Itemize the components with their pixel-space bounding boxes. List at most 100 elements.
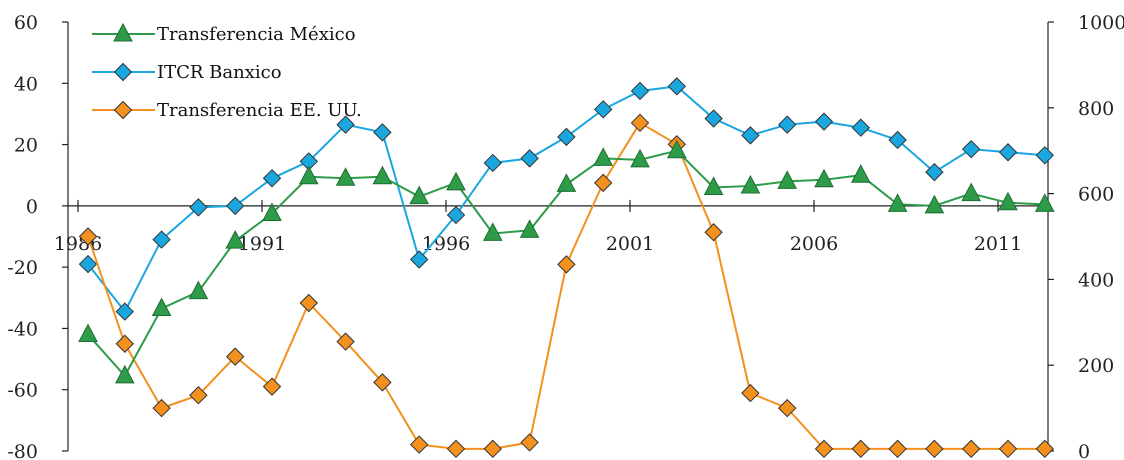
data-point [373,123,392,142]
data-point [409,185,430,205]
legend-entry: ITCR Banxico [92,62,282,83]
data-point [593,173,613,193]
data-point [666,139,687,159]
data-point [630,113,650,133]
y-left-tick-label: -20 [7,257,38,279]
data-point [741,126,760,145]
data-point [482,222,503,241]
y-left-tick-label: 0 [26,196,38,218]
data-point [998,439,1018,459]
x-tick-label: 2011 [974,233,1022,255]
chart-axes: 6040200-20-40-60-80100080060040020001986… [7,12,1124,460]
data-point [299,293,319,313]
data-point [814,168,834,188]
data-point [298,165,319,185]
data-point [1035,439,1055,459]
data-point [777,398,797,418]
data-point [887,193,908,212]
legend-entry: Transferencia México [92,22,356,45]
data-point [630,148,650,168]
legend-marker [113,100,133,120]
data-point [925,439,944,459]
data-point [704,223,723,242]
data-point [115,334,135,353]
x-tick-label: 1996 [422,233,470,255]
data-point [225,196,245,216]
y-left-tick-label: 40 [14,73,38,95]
data-point [152,230,171,249]
data-point [336,115,355,134]
data-point [78,323,98,343]
data-point [189,198,208,217]
y-right-tick-label: 200 [1078,355,1114,377]
data-point [961,139,981,159]
data-point [409,435,429,454]
legend-label: ITCR Banxico [157,62,282,83]
data-point [557,127,576,147]
data-point [114,364,135,384]
y-right-tick-label: 800 [1078,98,1114,120]
data-point [851,118,871,137]
data-point [446,205,466,225]
data-point [741,383,760,403]
x-tick-label: 1991 [238,233,286,255]
data-point [446,439,466,459]
data-point [961,439,981,459]
data-point [336,332,355,351]
y-right-tick-label: 400 [1078,269,1114,291]
y-right-tick-label: 0 [1078,441,1090,460]
series-itcr-banxico [78,77,1055,321]
legend-marker [113,22,133,42]
data-point [630,81,650,101]
data-point [115,302,135,321]
data-point [78,227,98,246]
data-point [888,439,907,459]
data-point [188,280,209,300]
data-point [225,347,245,366]
legend-entry: Transferencia EE. UU. [92,100,362,121]
series-transferencia-m-xico [78,139,1055,384]
data-point [189,386,208,405]
data-point [777,170,798,189]
data-point [262,169,282,188]
data-point [520,433,539,452]
data-point [519,219,540,238]
legend-label: Transferencia EE. UU. [157,100,362,121]
y-left-tick-label: 20 [14,135,38,157]
data-point [1034,193,1055,212]
data-point [483,153,503,173]
series-layer [78,77,1055,459]
legend-marker [113,62,133,82]
y-right-tick-label: 600 [1078,184,1114,206]
data-point [777,115,797,134]
data-point [520,149,539,168]
legend-label: Transferencia México [157,24,356,45]
data-point [262,377,282,396]
data-point [667,77,687,96]
data-point [151,297,172,317]
y-left-tick-label: -60 [7,380,38,402]
data-point [998,191,1018,211]
data-point [262,202,282,222]
data-point [335,167,356,186]
data-point [152,398,171,418]
data-point [924,194,945,214]
data-point [556,173,577,192]
series-line [87,121,1045,450]
data-point [225,230,246,249]
data-point [851,439,871,459]
y-left-tick-label: 60 [14,12,38,34]
data-point [446,171,466,191]
data-point [1035,146,1055,165]
data-point [372,165,393,185]
data-point [814,112,834,131]
data-point [593,147,614,166]
series-transferencia-ee-uu- [78,113,1055,459]
y-right-tick-label: 1000 [1078,12,1124,34]
x-tick-label: 2006 [790,233,838,255]
data-point [704,109,723,128]
data-point [78,254,98,274]
data-point [557,255,576,274]
data-point [850,164,871,183]
